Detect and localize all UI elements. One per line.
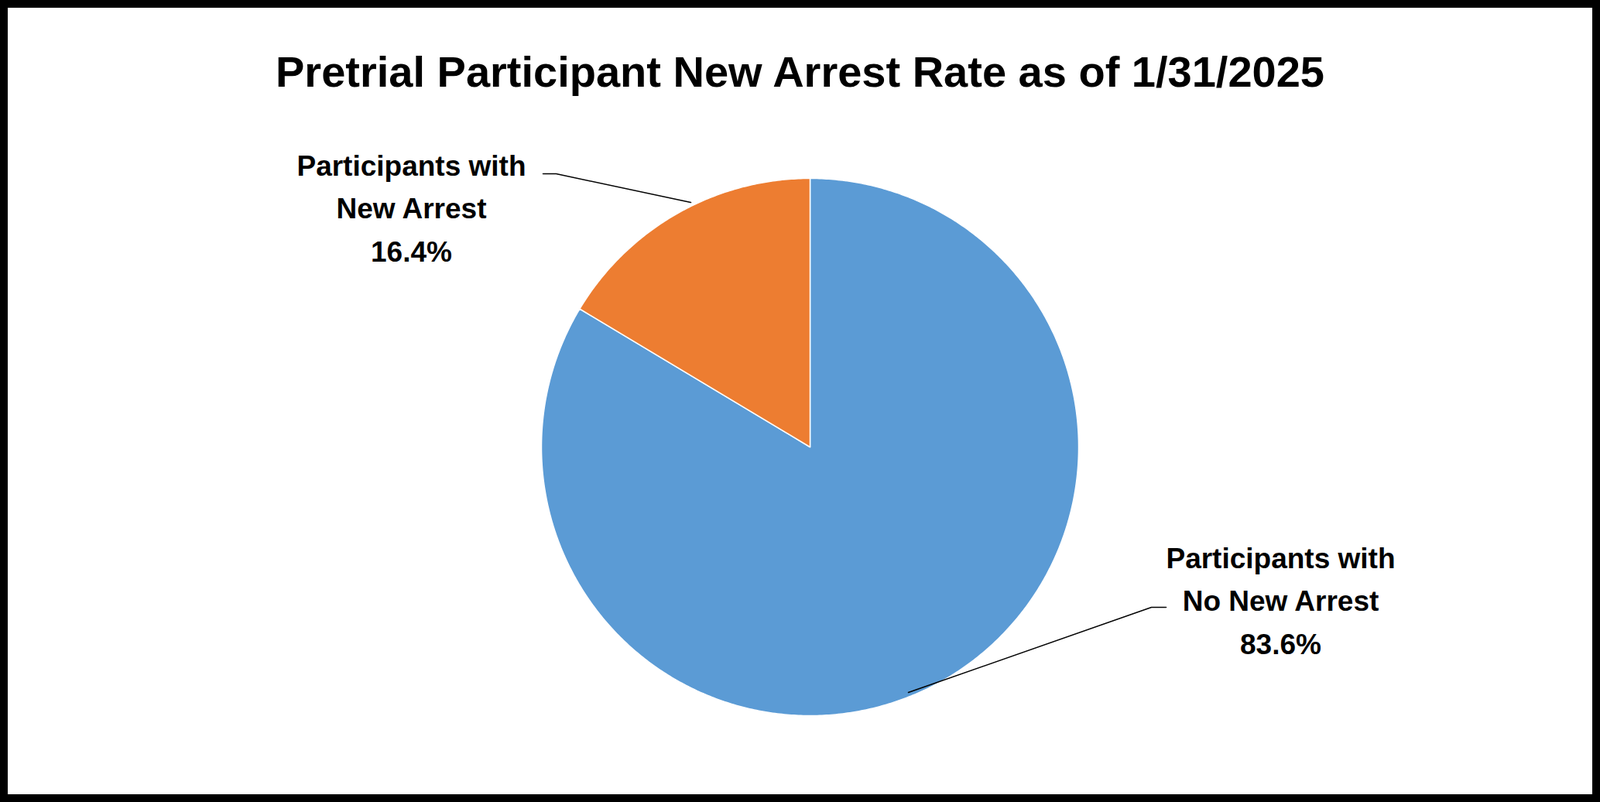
- svg-text:Participants withNew Arrest16.: Participants withNew Arrest16.4%: [296, 150, 526, 268]
- svg-text:Participants withNo New Arrest: Participants withNo New Arrest83.6%: [1165, 542, 1395, 661]
- html-text:Pretrial Participant New Arres: Pretrial Participant New Arrest Rate as …: [275, 47, 1325, 96]
